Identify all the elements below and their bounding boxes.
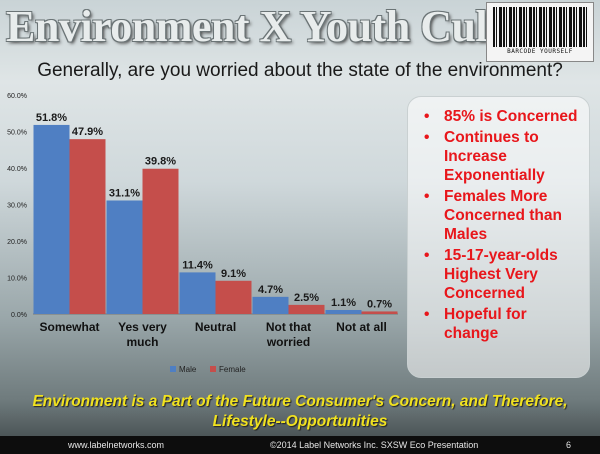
data-label: 47.9% <box>72 126 103 138</box>
key-findings-list: 85% is Concerned Continues to Increase Ex… <box>422 107 583 343</box>
bar-chart: 0.0% 10.0% 20.0% 30.0% 40.0% 50.0% 60.0% 51.8% 4… <box>7 93 398 374</box>
data-label: 4.7% <box>258 284 283 296</box>
x-tick-label: Not at all <box>336 320 387 334</box>
finding-item: Females More Concerned than Males <box>422 187 583 244</box>
data-label: 0.7% <box>367 298 392 310</box>
bar-male <box>106 200 143 314</box>
finding-item: Hopeful for change <box>422 305 583 343</box>
y-tick-label: 40.0% <box>7 166 27 173</box>
barcode-logo: BARCODE YOURSELF <box>486 2 594 62</box>
y-tick-label: 50.0% <box>7 130 27 137</box>
page-number: 6 <box>566 440 572 450</box>
data-label: 2.5% <box>294 292 319 304</box>
data-label: 1.1% <box>331 297 356 309</box>
x-tick-label: Somewhat <box>39 320 99 334</box>
bar-male <box>252 296 289 314</box>
data-label: 51.8% <box>36 112 67 124</box>
x-tick-label: Neutral <box>195 320 236 334</box>
survey-question: Generally, are you worried about the sta… <box>37 60 563 81</box>
legend-label: Female <box>219 365 246 374</box>
x-tick-label: Yes very much <box>118 320 167 349</box>
footer-bar: www.labelnetworks.com ©2014 Label Networ… <box>0 436 600 454</box>
finding-item: Continues to Increase Exponentially <box>422 128 583 185</box>
y-tick-label: 0.0% <box>11 312 27 319</box>
finding-item: 15-17-year-olds Highest Very Concerned <box>422 246 583 303</box>
bar-male <box>33 124 70 315</box>
bar-male <box>179 272 216 314</box>
data-label: 31.1% <box>109 187 140 199</box>
y-tick-label: 60.0% <box>7 93 27 100</box>
key-findings-box: 85% is Concerned Continues to Increase Ex… <box>407 96 590 378</box>
tagline: Environment is a Part of the Future Cons… <box>32 393 568 430</box>
slide-title: Environment X Youth Culture <box>6 2 563 51</box>
footer-website: www.labelnetworks.com <box>68 440 165 450</box>
data-label: 39.8% <box>145 156 176 168</box>
bar-female <box>215 280 252 314</box>
bar-female <box>69 139 106 314</box>
legend-label: Male <box>179 365 197 374</box>
legend-swatch <box>210 366 216 372</box>
x-tick-label: Not that worried <box>266 320 311 349</box>
legend-swatch <box>170 366 176 372</box>
finding-item: 85% is Concerned <box>422 107 583 126</box>
footer-copyright: ©2014 Label Networks Inc. SXSW Eco Prese… <box>270 440 479 450</box>
barcode-caption: BARCODE YOURSELF <box>507 48 573 55</box>
barcode-icon <box>493 7 587 47</box>
y-tick-label: 30.0% <box>7 203 27 210</box>
y-tick-label: 10.0% <box>7 276 27 283</box>
bar-female <box>288 304 325 314</box>
bar-male <box>325 309 362 314</box>
y-tick-label: 20.0% <box>7 239 27 246</box>
data-label: 9.1% <box>221 268 246 280</box>
data-label: 11.4% <box>182 259 213 271</box>
bar-female <box>361 311 398 314</box>
bar-female <box>142 168 179 314</box>
